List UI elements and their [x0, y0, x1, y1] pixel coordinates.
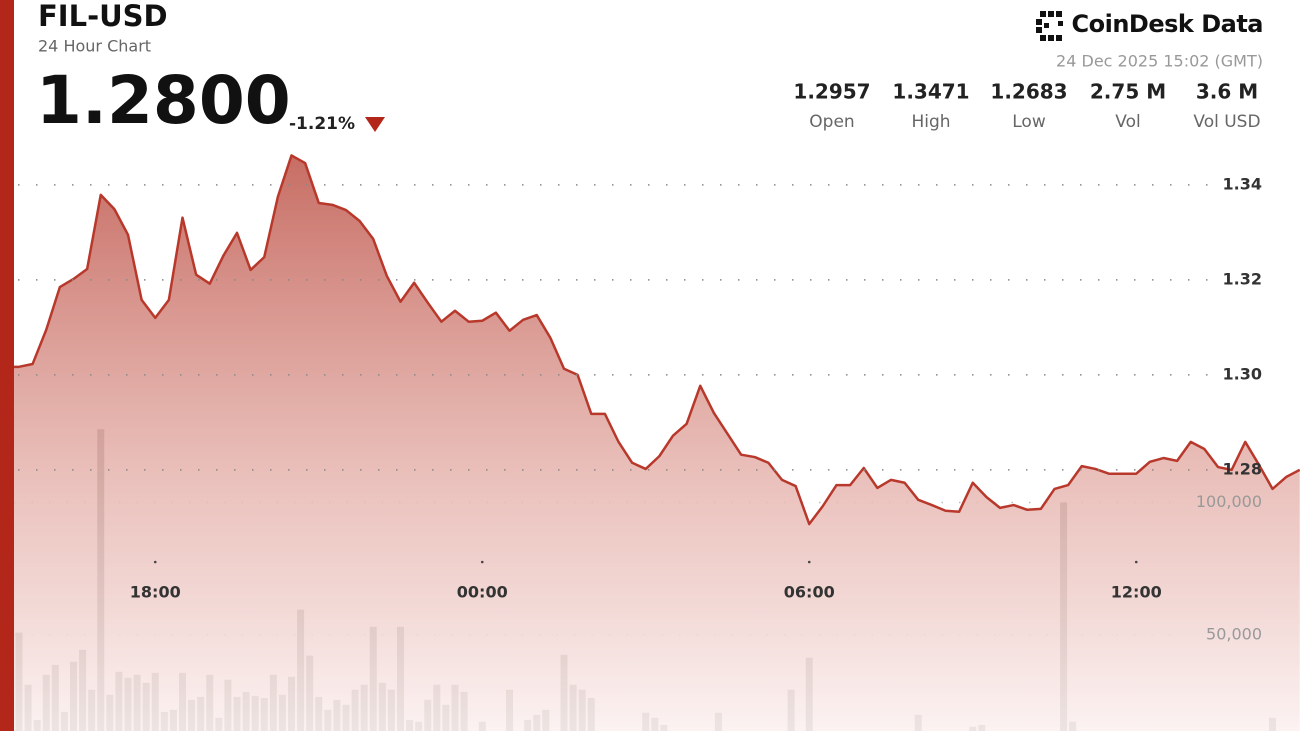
down-arrow [365, 117, 385, 132]
stat-label: Open [809, 112, 854, 132]
change: -1.21% [289, 114, 355, 134]
price-line [14, 154, 1300, 526]
plot-area: 1.28 1.30 1.32 1.34 50,000 100,000 18:00 00:00 0… [14, 154, 1300, 731]
stat-label: Low [1012, 112, 1046, 132]
y-tick-label: 1.30 [1223, 364, 1262, 383]
volume-tick-label: 100,000 [1196, 492, 1262, 511]
x-tick-label: 00:00 [457, 583, 508, 602]
x-tick-mark [807, 560, 811, 564]
price: 1.2800 [36, 62, 291, 139]
stat-value: 2.75 M [1090, 80, 1166, 104]
stat-label: High [911, 112, 950, 132]
x-tick-label: 06:00 [784, 583, 835, 602]
y-tick-label: 1.32 [1223, 269, 1262, 288]
brand-name: CoinDesk Data [1072, 10, 1264, 38]
stat-value: 1.3471 [892, 80, 969, 104]
x-tick-label: 18:00 [130, 583, 181, 602]
stat-label: Vol USD [1193, 112, 1260, 132]
symbol: FIL-USD [38, 0, 168, 33]
subtitle: 24 Hour Chart [38, 37, 151, 56]
x-tick-label: 12:00 [1111, 583, 1162, 602]
y-tick-label: 1.34 [1223, 174, 1262, 193]
brand-logo [1036, 11, 1063, 41]
stat-label: Vol [1115, 112, 1140, 132]
x-tick-mark [153, 560, 157, 564]
timestamp: 24 Dec 2025 15:02 (GMT) [1056, 52, 1263, 71]
x-tick-mark [1134, 560, 1138, 564]
x-tick-mark [480, 560, 484, 564]
stat-value: 3.6 M [1196, 80, 1258, 104]
price-area [14, 155, 1300, 731]
volume-tick-label: 50,000 [1206, 624, 1262, 643]
stat-value: 1.2957 [793, 80, 870, 104]
stat-value: 1.2683 [990, 80, 1067, 104]
stats: 1.2957 Open 1.3471 High 1.2683 Low 2.75 M Vol 3.… [793, 80, 1260, 133]
y-tick-label: 1.28 [1223, 459, 1262, 478]
accent-bar [0, 0, 14, 731]
